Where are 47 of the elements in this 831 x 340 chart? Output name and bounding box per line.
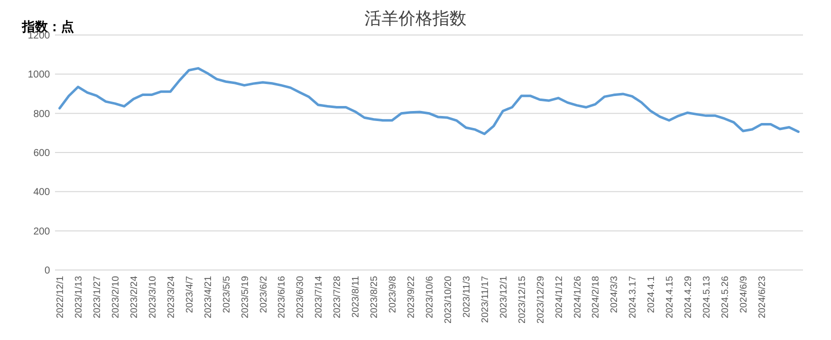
x-tick-label: 2024/1/12 (554, 276, 565, 318)
y-tick-label: 200 (33, 226, 50, 238)
x-tick-label: 2024.4.1 (646, 276, 658, 313)
x-tick-label: 2023/10/20 (442, 276, 454, 324)
x-tick-label: 2024/3/3 (609, 276, 620, 313)
x-tick-label: 2023/8/11 (350, 276, 362, 318)
x-tick-label: 2023/6/16 (276, 276, 288, 318)
x-tick-label: 2023/5/19 (240, 276, 251, 318)
line-series (58, 67, 800, 136)
x-tick-label: 2023/10/6 (424, 276, 436, 318)
x-tick-label: 2024/1/26 (572, 276, 584, 318)
x-tick-label: 2024.4.29 (683, 276, 694, 318)
x-tick-label: 2023/11/17 (480, 276, 491, 323)
x-tick-label: 2023/12/1 (498, 276, 510, 318)
x-tick-label: 2023/6/30 (295, 276, 306, 318)
x-tick-label: 2024.5.26 (720, 276, 732, 318)
y-tick-label: 600 (33, 148, 50, 159)
x-tick-label: 2024/6/9 (738, 276, 750, 313)
x-tick-label: 2023/11/3 (461, 276, 472, 318)
x-tick-label: 2023/7/14 (314, 276, 325, 318)
x-tick-label: 2023/2/24 (128, 276, 140, 318)
x-tick-label: 2024/6/23 (756, 276, 768, 318)
x-tick-label: 2023/6/2 (258, 276, 270, 313)
x-tick-label: 2023/4/21 (202, 276, 214, 318)
y-tick-label: 400 (33, 187, 50, 198)
x-tick-label: 2023/12/15 (516, 276, 528, 324)
x-tick-label: 2024.4.15 (664, 276, 676, 318)
chart-title: 活羊价格指数 (364, 9, 466, 28)
x-tick-label: 2023/3/10 (147, 276, 158, 318)
y-tick-label: 800 (33, 108, 50, 120)
x-tick-label: 2023/1/13 (74, 276, 85, 318)
x-tick-label: 2023/7/28 (332, 276, 344, 318)
x-tick-label: 2023/5/5 (221, 276, 232, 313)
x-tick-label: 2023/3/24 (166, 276, 177, 318)
x-tick-label: 2022/12/1 (55, 276, 66, 318)
y-tick-label: 1000 (28, 70, 50, 81)
x-tick-label: 2023/1/27 (92, 276, 104, 318)
x-tick-label: 2023/8/25 (369, 276, 380, 318)
x-tick-label: 2024.3.17 (628, 276, 639, 318)
x-tick-label: 2023/2/10 (110, 276, 122, 318)
x-tick-label: 2023/9/22 (406, 276, 418, 318)
x-tick-label: 2024/2/18 (590, 276, 602, 318)
x-tick-label: 2023/12/29 (535, 276, 546, 324)
x-tick-label: 2023/9/8 (388, 276, 399, 313)
x-tick-label: 2023/4/7 (184, 276, 196, 313)
y-tick-label: 0 (44, 266, 50, 276)
x-tick-label: 2024.5.13 (702, 276, 713, 318)
